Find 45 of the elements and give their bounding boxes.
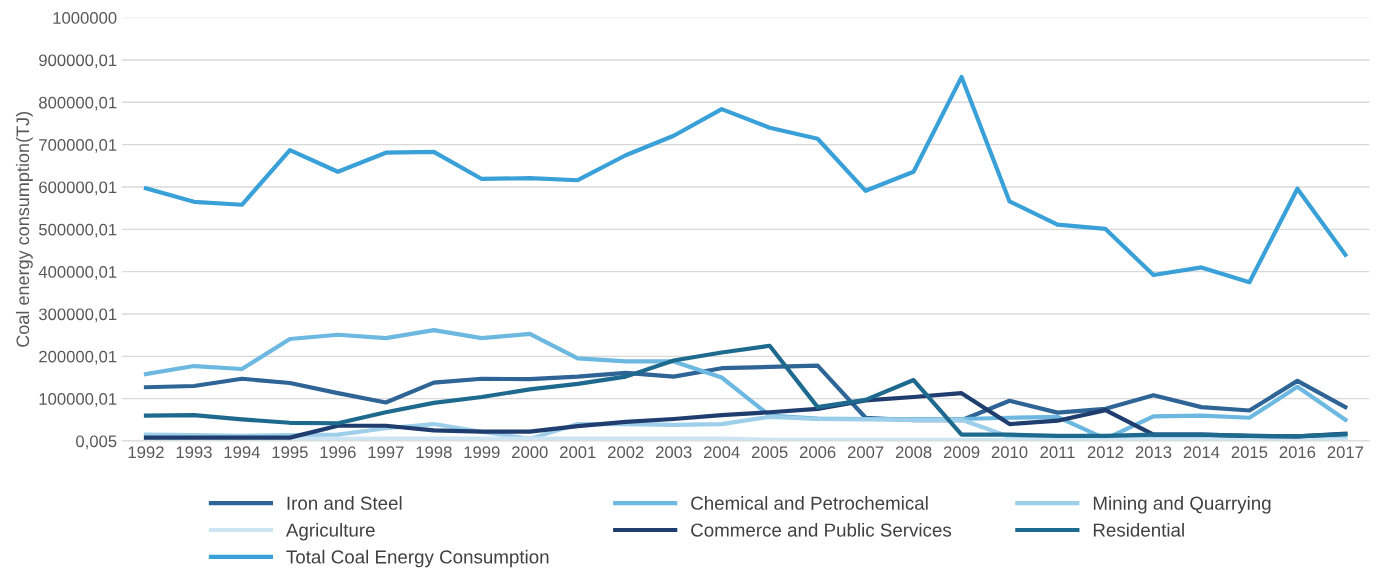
legend-label: Chemical and Petrochemical	[691, 496, 928, 510]
x-tick-label: 2006	[799, 446, 836, 459]
y-tick-label: 300000,01	[38, 308, 117, 323]
x-tick-label: 2016	[1279, 446, 1316, 459]
x-tick-label: 2004	[703, 446, 740, 459]
x-tick-label: 1997	[368, 446, 404, 459]
x-tick-label: 2005	[751, 446, 788, 459]
x-tick-label: 2010	[991, 446, 1028, 459]
x-tick-label: 2013	[1135, 446, 1172, 459]
y-tick-label: 1000000	[53, 12, 117, 24]
y-tick-label: 0,005	[76, 435, 117, 450]
y-tick-label: 200000,01	[39, 350, 117, 365]
legend-label: Total Coal Energy Consumption	[286, 549, 549, 568]
x-tick-label: 2008	[895, 446, 932, 459]
y-axis-title: Coal energy consumption(TJ)	[15, 112, 33, 347]
legend-label: Residential	[1093, 522, 1184, 537]
y-tick-label: 700000,01	[39, 139, 117, 153]
legend-label: Mining and Quarrying	[1093, 496, 1271, 514]
x-tick-label: 1992	[128, 446, 164, 459]
legend-label: Iron and Steel	[287, 496, 402, 510]
x-tick-label: 2007	[847, 446, 884, 459]
x-tick-label: 2012	[1087, 446, 1124, 459]
legend-label: Commerce and Public Services	[691, 522, 952, 537]
x-tick-label: 1998	[416, 446, 452, 459]
x-tick-label: 1993	[176, 446, 212, 459]
legend-label: Agriculture	[285, 522, 375, 541]
x-tick-label: 2001	[560, 446, 596, 459]
x-tick-label: 2009	[943, 446, 980, 459]
x-tick-label: 1994	[224, 446, 260, 459]
x-tick-label: 2000	[512, 446, 548, 459]
x-tick-label: 2015	[1231, 446, 1268, 459]
x-tick-label: 2002	[608, 446, 644, 459]
y-tick-label: 600000,01	[39, 181, 117, 196]
x-tick-label: 1999	[464, 446, 500, 459]
x-tick-label: 2003	[656, 446, 692, 459]
x-tick-label: 1995	[272, 446, 308, 459]
y-tick-label: 500000,01	[39, 223, 117, 238]
x-tick-label: 2017	[1327, 446, 1364, 459]
y-tick-label: 900000,01	[39, 54, 117, 69]
y-tick-label: 800000,01	[39, 96, 117, 111]
x-tick-label: 1996	[320, 446, 356, 459]
y-tick-label: 100000,01	[39, 393, 117, 407]
x-tick-label: 2014	[1183, 446, 1220, 459]
y-tick-label: 400000,01	[38, 266, 117, 280]
x-tick-label: 2011	[1040, 446, 1075, 459]
